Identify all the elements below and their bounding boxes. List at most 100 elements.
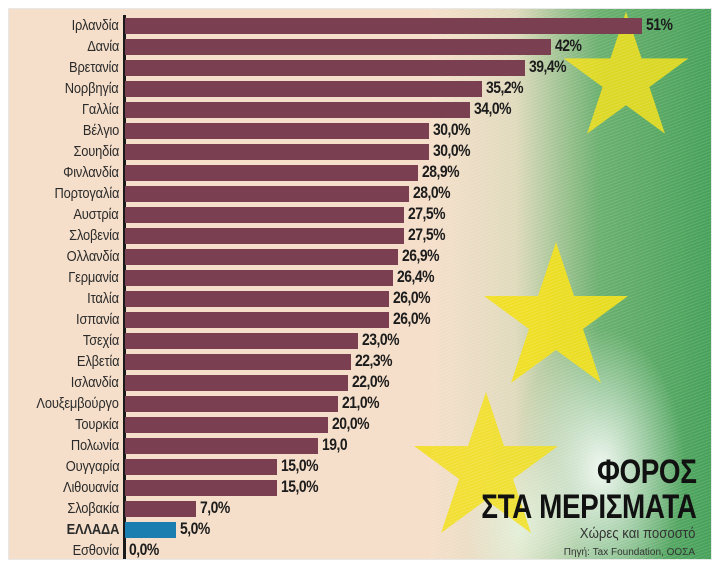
bar-row: Γαλλία 34,0% [9, 99, 711, 121]
chart-panel: Ιρλανδία 51% Δανία 42% Βρετανία 39,4% Νορβηγία… [8, 8, 712, 560]
bar-row: Εσθονία 0,0% [9, 540, 711, 559]
title-line-2: ΣΤΑ ΜΕΡΙΣΜΑΤΑ [481, 488, 698, 526]
bar [125, 480, 278, 496]
bar-row: ΕΛΛΑΔΑ 5,0% [9, 519, 711, 541]
bar [125, 270, 393, 286]
bar [125, 291, 389, 307]
category-label: Λουξεμβούργο [36, 395, 120, 412]
value-label: 26,0% [392, 288, 431, 307]
bar [125, 333, 359, 349]
bar-row: Γερμανία 26,4% [9, 267, 711, 289]
value-label: 28,9% [422, 162, 460, 181]
value-label: 26,0% [392, 309, 431, 328]
bar [125, 186, 409, 202]
bar-row: Δανία 42% [9, 36, 711, 58]
category-label: Γερμανία [68, 269, 120, 286]
bar-row: Βρετανία 39,4% [9, 57, 711, 79]
category-label: Σουηδία [73, 143, 119, 160]
category-label: Δανία [87, 38, 119, 55]
bar-row: Ελβετία 22,3% [9, 351, 711, 373]
category-label: Αυστρία [73, 206, 119, 223]
value-label: 26,9% [401, 246, 440, 265]
chart-title: ΦΟΡΟΣ ΣΤΑ ΜΕΡΙΣΜΑΤΑ [434, 453, 698, 526]
category-label: Βέλγιο [82, 122, 119, 139]
category-label: Τουρκία [75, 416, 119, 433]
value-label: 51% [646, 15, 673, 34]
value-label: 34,0% [473, 99, 512, 118]
category-label: Πορτογαλία [54, 185, 119, 202]
bar-row: Ολλανδία 26,9% [9, 246, 711, 268]
category-label: Ιταλία [87, 290, 119, 307]
category-label: Σλοβακία [67, 500, 119, 517]
bar-row: Τσεχία 23,0% [9, 330, 711, 352]
value-label: 39,4% [528, 57, 567, 76]
value-label: 19,0 [321, 435, 348, 454]
value-label: 21,0% [341, 393, 380, 412]
category-label: Λιθουανία [63, 479, 119, 496]
category-label: Ελβετία [76, 353, 120, 370]
bar [125, 228, 404, 244]
bar-row: Λιθουανία 15,0% [9, 477, 711, 499]
bar [125, 123, 430, 139]
value-label: 22,3% [355, 351, 393, 370]
bar-row: Σλοβακία 7,0% [9, 498, 711, 520]
category-label: ΕΛΛΑΔΑ [66, 521, 119, 538]
bar-row: Λουξεμβούργο 21,0% [9, 393, 711, 415]
bar [125, 18, 643, 34]
value-label: 0,0% [129, 540, 159, 559]
category-label: Βρετανία [69, 59, 120, 76]
bar [125, 438, 318, 454]
value-label: 15,0% [281, 477, 319, 496]
value-label: 22,0% [352, 372, 390, 391]
value-label: 27,5% [407, 225, 446, 244]
bar-highlighted [125, 522, 176, 538]
value-label: 15,0% [281, 456, 319, 475]
category-label: Ισλανδία [71, 374, 119, 391]
category-label: Γαλλία [82, 101, 119, 118]
value-label: 7,0% [199, 498, 230, 517]
value-label: 28,0% [412, 183, 451, 202]
category-label: Τσεχία [82, 332, 119, 349]
bar-row: Ισλανδία 22,0% [9, 372, 711, 394]
category-label: Φινλανδία [63, 164, 119, 181]
value-label: 30,0% [433, 141, 471, 160]
bar [125, 39, 551, 55]
value-label: 27,5% [407, 204, 446, 223]
bar-row: Βέλγιο 30,0% [9, 120, 711, 142]
bar-row: Σουηδία 30,0% [9, 141, 711, 163]
bar [125, 417, 328, 433]
y-axis-line [123, 15, 126, 559]
bar [125, 207, 404, 223]
bar-row: Πολωνία 19,0 [9, 435, 711, 457]
bar [125, 459, 278, 475]
value-label: 23,0% [362, 330, 400, 349]
euro-banknote-background [414, 9, 711, 559]
chart-source: Πηγή: Tax Foundation, ΟΟΣΑ [563, 547, 695, 558]
bar-row: Ουγγαρία 15,0% [9, 456, 711, 478]
category-label: Ολλανδία [66, 248, 119, 265]
category-label: Εσθονία [72, 542, 120, 559]
bar-row: Τουρκία 20,0% [9, 414, 711, 436]
bar [125, 102, 470, 118]
bar [125, 396, 338, 412]
category-label: Ουγγαρία [65, 458, 119, 475]
category-label: Ισπανία [75, 311, 119, 328]
bar [125, 144, 430, 160]
bar-row: Ιταλία 26,0% [9, 288, 711, 310]
title-line-1: ΦΟΡΟΣ [597, 453, 697, 491]
value-label: 35,2% [485, 78, 524, 97]
value-label: 30,0% [433, 120, 471, 139]
bar [125, 81, 482, 97]
category-label: Νορβηγία [65, 80, 119, 97]
category-label: Ιρλανδία [72, 17, 119, 34]
bar [125, 501, 196, 517]
bar-row: Πορτογαλία 28,0% [9, 183, 711, 205]
bar-row: Νορβηγία 35,2% [9, 78, 711, 100]
chart-subtitle: Χώρες και ποσοστό [579, 525, 695, 542]
bar [125, 354, 352, 370]
bar [125, 60, 525, 76]
value-label: 20,0% [331, 414, 370, 433]
bar-row: Φινλανδία 28,9% [9, 162, 711, 184]
bar-row: Ιρλανδία 51% [9, 15, 711, 37]
bar [125, 165, 419, 181]
